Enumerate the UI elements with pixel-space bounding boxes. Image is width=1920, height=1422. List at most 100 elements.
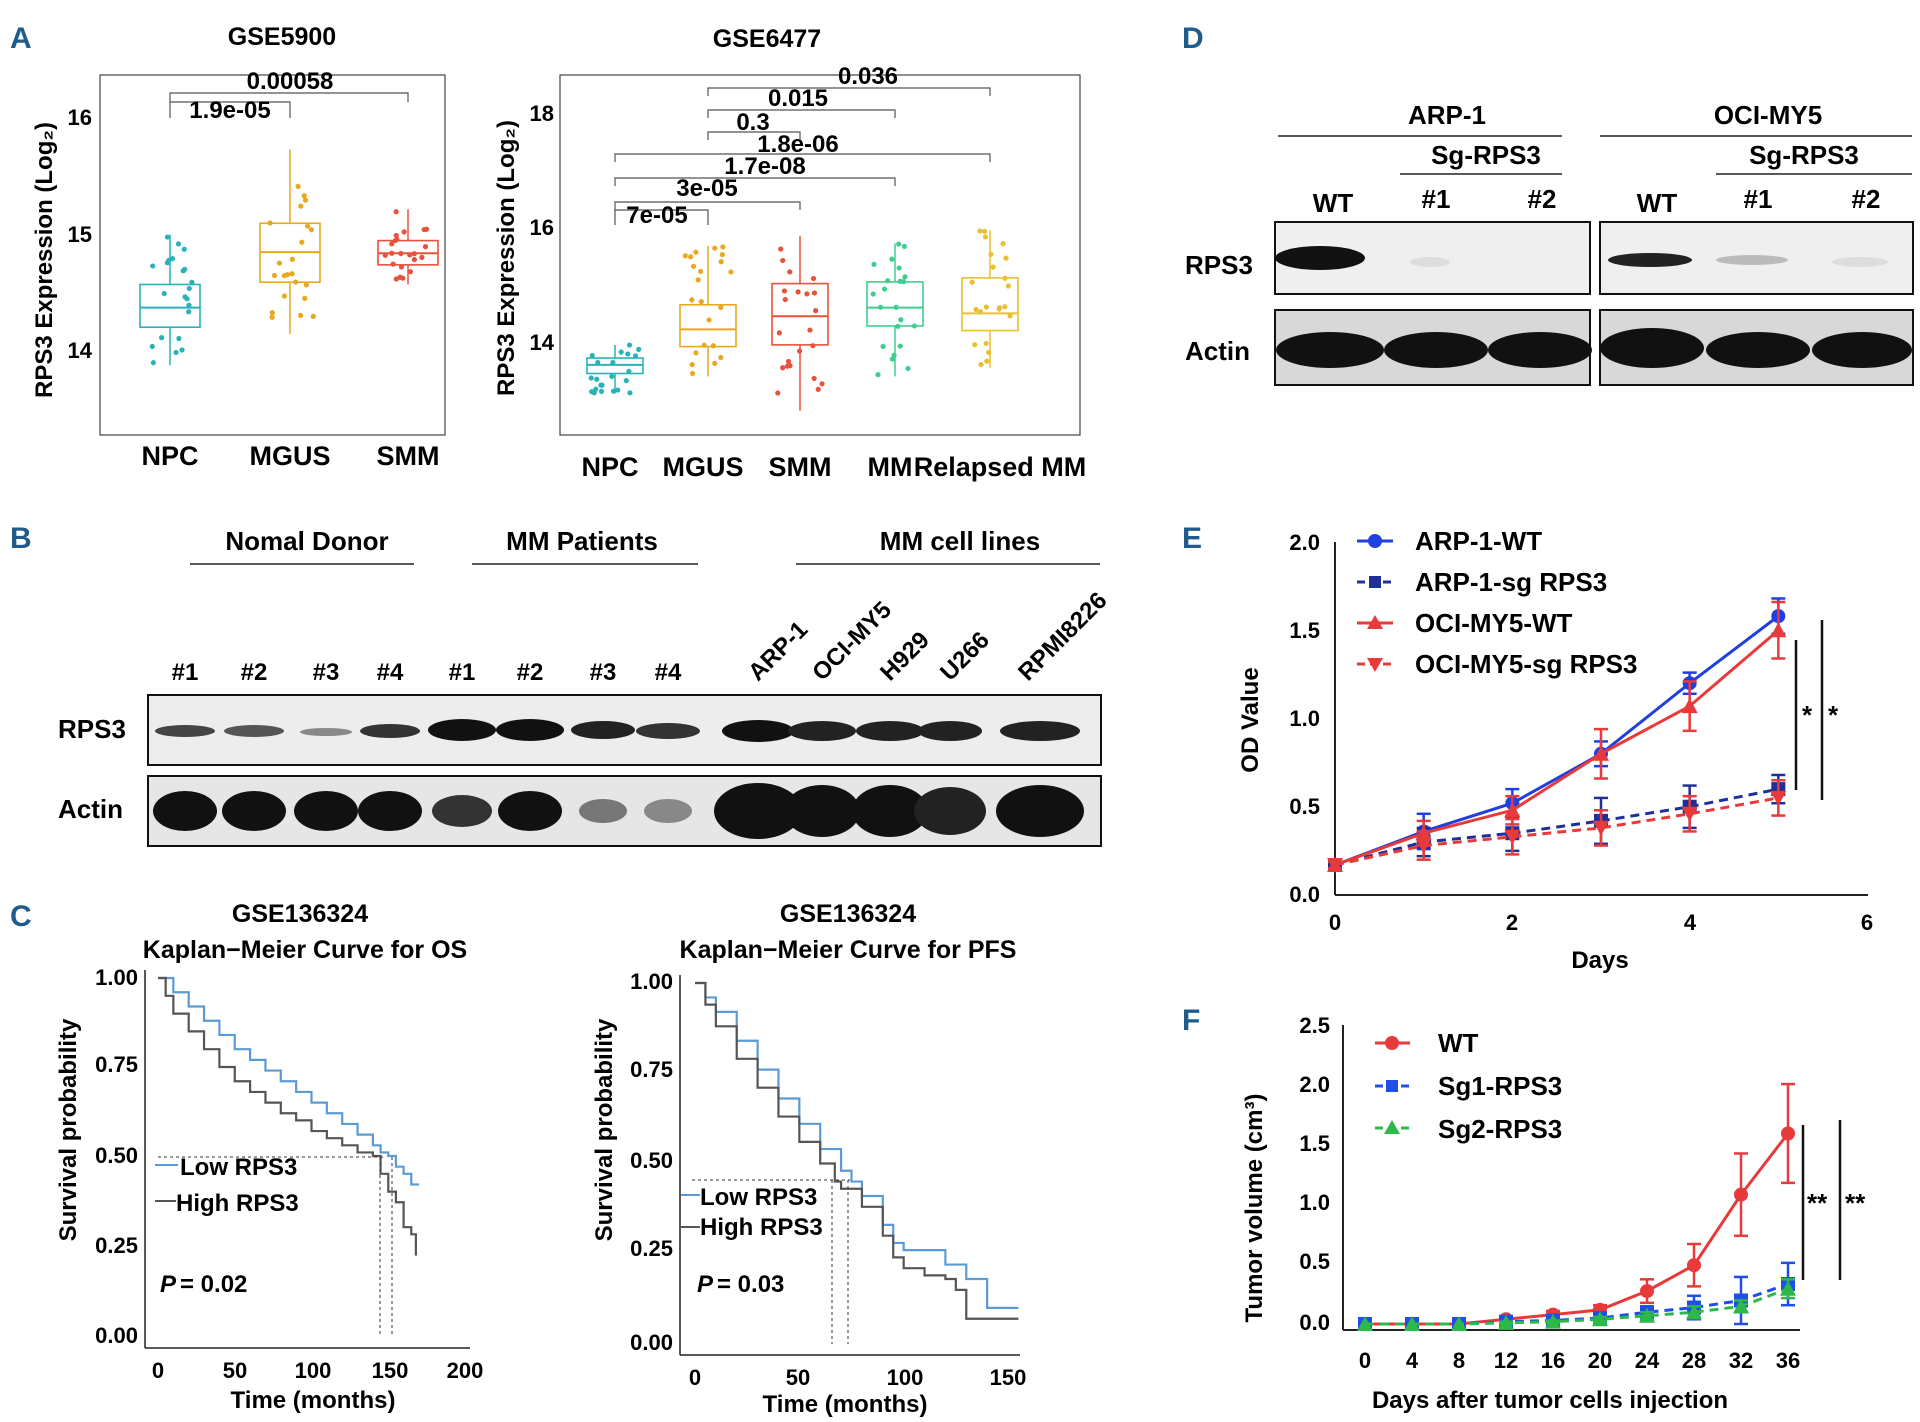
data-point — [1593, 745, 1609, 761]
data-point — [591, 390, 597, 396]
comparison-bracket: 1.8e-06 — [614, 131, 991, 162]
significance-marker: * — [1828, 700, 1839, 730]
data-point — [811, 375, 817, 382]
p-value-label: 0.00058 — [247, 68, 334, 95]
data-point — [1357, 1316, 1373, 1331]
data-point — [785, 358, 792, 365]
y-tick-label: 1.0 — [1299, 1190, 1330, 1215]
data-point — [623, 378, 629, 384]
data-point — [983, 304, 990, 310]
y-tick-label: 0.0 — [1289, 882, 1320, 907]
legend-marker — [1384, 1120, 1400, 1134]
data-point — [775, 390, 781, 396]
data-point — [1002, 275, 1008, 281]
comparison-bracket: 3e-05 — [614, 175, 801, 210]
y-tick-label: 18 — [530, 101, 554, 126]
comparison-bracket: 0.3 — [707, 109, 801, 140]
series-line — [695, 981, 1019, 1320]
data-point — [1686, 1304, 1702, 1320]
data-point — [289, 256, 295, 262]
data-point — [267, 220, 273, 226]
data-point — [718, 304, 724, 310]
data-point — [393, 276, 399, 282]
data-point — [1770, 622, 1787, 638]
comparison-bracket: 7e-05 — [614, 202, 709, 229]
data-point — [693, 350, 699, 356]
data-point — [698, 299, 704, 305]
group-label: MM Patients — [506, 526, 658, 556]
data-point — [1687, 1258, 1701, 1273]
data-point — [158, 335, 165, 341]
chart-gse5900: GSE5900 RPS3 Expression (Log₂) NPC MGUS … — [31, 23, 446, 471]
western-blot-d: ARP-1 OCI-MY5 Sg-RPS3 Sg-RPS3 WT #1 #2 W… — [1185, 100, 1914, 386]
data-point — [706, 317, 712, 323]
x-tick-label: 150 — [990, 1365, 1027, 1390]
data-point — [972, 342, 978, 348]
data-point — [902, 274, 908, 280]
lane-label: RPMI8226 — [1013, 587, 1112, 686]
data-point — [875, 372, 881, 378]
data-point — [298, 203, 304, 209]
x-tick-label: 100 — [295, 1358, 332, 1383]
x-tick-label: 6 — [1861, 910, 1873, 935]
data-point — [1003, 255, 1009, 261]
data-point — [911, 323, 917, 329]
data-point — [719, 251, 725, 258]
data-point — [870, 291, 876, 297]
data-point — [310, 313, 316, 319]
x-tick-label: MGUS — [663, 452, 744, 482]
data-point — [897, 278, 903, 284]
panel-label-b: B — [10, 522, 32, 555]
data-point — [973, 306, 979, 313]
y-tick-label: 16 — [68, 105, 92, 130]
data-point — [626, 368, 632, 374]
x-tick-label: SMM — [769, 452, 832, 482]
data-point — [625, 351, 631, 357]
data-point — [1415, 838, 1432, 854]
data-point — [299, 239, 305, 245]
data-point — [269, 314, 275, 320]
data-point — [1733, 1298, 1749, 1314]
data-point — [1681, 698, 1698, 714]
p-value-label: 1.8e-06 — [757, 131, 838, 158]
data-point — [682, 253, 688, 259]
x-tick-label: SMM — [377, 441, 440, 471]
data-point — [423, 226, 430, 232]
data-point — [422, 244, 429, 250]
data-point — [1593, 820, 1609, 836]
data-point — [718, 259, 724, 265]
box — [139, 283, 201, 329]
data-point — [295, 183, 301, 190]
legend-label: OCI-MY5-WT — [1415, 608, 1573, 638]
data-point — [893, 304, 899, 310]
data-point — [398, 250, 404, 257]
y-tick-label: 14 — [530, 330, 555, 355]
p-symbol: P — [160, 1271, 177, 1298]
y-tick-label: 15 — [68, 222, 92, 247]
data-point — [281, 273, 287, 279]
data-point — [901, 243, 908, 249]
data-point — [885, 278, 891, 284]
y-tick-label: 0.5 — [1289, 794, 1320, 819]
lane-label: U266 — [935, 627, 995, 687]
data-point — [712, 360, 718, 366]
data-point — [804, 291, 810, 297]
lane-label: #2 — [241, 659, 268, 686]
legend-marker — [1367, 658, 1383, 672]
data-point — [411, 251, 417, 257]
data-point — [281, 293, 287, 299]
data-point — [181, 246, 187, 252]
y-tick-label: 0.0 — [1299, 1310, 1330, 1335]
group-label: MM cell lines — [880, 526, 1040, 556]
y-axis-label: RPS3 Expression (Log₂) — [31, 122, 58, 398]
data-point — [815, 386, 821, 392]
data-point — [595, 359, 601, 366]
p-value: = 0.03 — [717, 1271, 784, 1298]
data-point — [813, 308, 819, 314]
data-point — [712, 245, 718, 251]
cell-line-label: ARP-1 — [1408, 100, 1486, 130]
y-tick-label: 0.75 — [95, 1052, 138, 1077]
y-tick-label: 0.25 — [95, 1233, 138, 1258]
y-tick-label: 2.0 — [1289, 530, 1320, 555]
data-point — [166, 257, 172, 264]
